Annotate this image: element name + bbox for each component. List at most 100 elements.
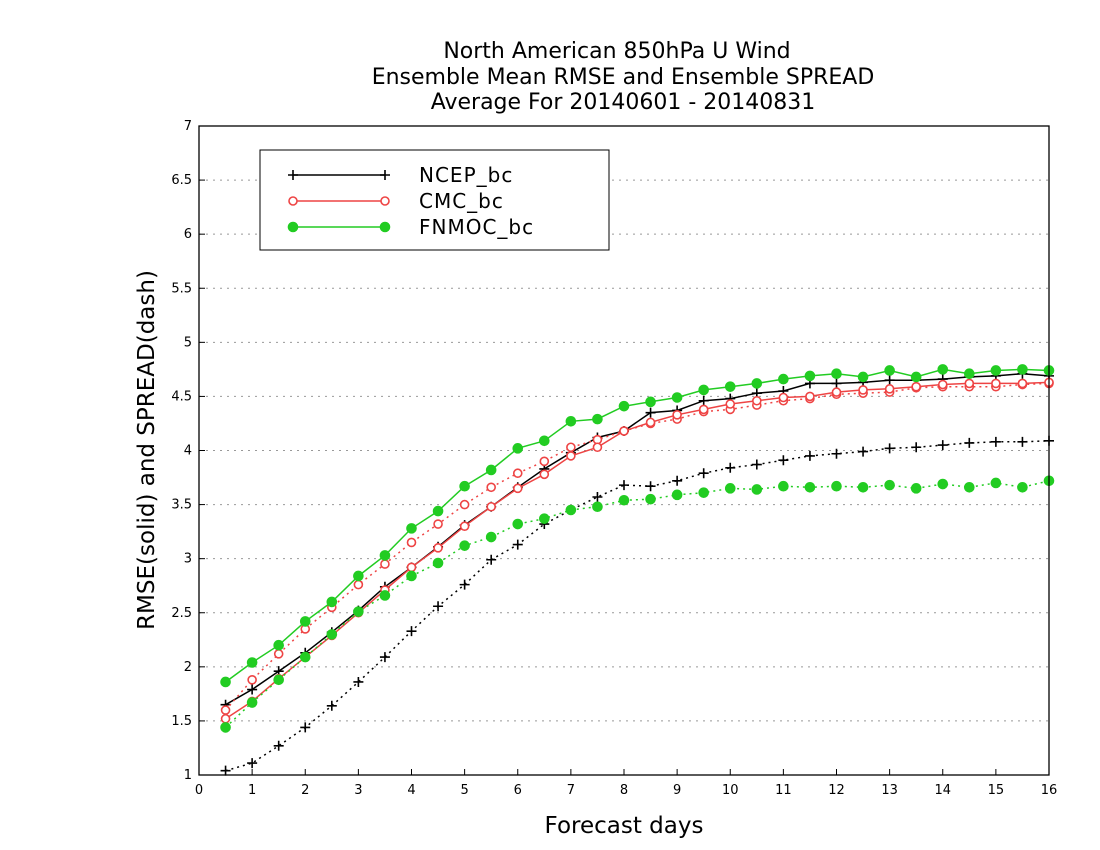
legend-marker bbox=[380, 170, 390, 180]
fnmoc-bc-spread-point bbox=[273, 674, 284, 686]
fnmoc-bc-rmse-point bbox=[884, 365, 895, 376]
ncep-bc-spread-point bbox=[964, 437, 975, 448]
fnmoc-bc-rmse-point bbox=[273, 639, 284, 651]
cmc-bc-rmse-point bbox=[566, 451, 576, 461]
y-tick-label: 5 bbox=[184, 335, 192, 350]
x-tick-label: 15 bbox=[988, 783, 1005, 798]
fnmoc-bc-rmse-point bbox=[804, 370, 816, 382]
cmc-bc-rmse-point bbox=[433, 543, 443, 553]
cmc-bc-spread-line bbox=[225, 382, 1050, 711]
ncep-bc-spread-point bbox=[273, 740, 284, 751]
ncep-bc-spread-point bbox=[619, 480, 629, 491]
ncep-bc-spread-point bbox=[433, 601, 444, 612]
cmc-bc-spread-point bbox=[353, 579, 364, 590]
cmc-bc-rmse-point bbox=[884, 384, 895, 394]
fnmoc-bc-spread-point bbox=[618, 494, 630, 506]
cmc-bc-rmse-point bbox=[220, 713, 231, 724]
cmc-bc-spread-point bbox=[433, 519, 443, 529]
y-tick-label: 7 bbox=[184, 119, 192, 134]
cmc-bc-rmse-point bbox=[831, 387, 842, 397]
cmc-bc-spread-point bbox=[273, 649, 284, 659]
fnmoc-bc-spread-point bbox=[645, 493, 656, 505]
cmc-bc-rmse-point bbox=[778, 392, 789, 403]
fnmoc-bc-rmse-point bbox=[990, 365, 1002, 376]
legend-marker bbox=[288, 196, 298, 206]
ncep-bc-spread-point bbox=[247, 758, 258, 769]
fnmoc-bc-spread-point bbox=[910, 483, 922, 494]
cmc-bc-spread-point bbox=[566, 442, 576, 453]
fnmoc-bc-spread-point bbox=[671, 489, 683, 501]
x-tick-label: 10 bbox=[722, 783, 739, 798]
fnmoc-bc-rmse-point bbox=[565, 415, 577, 427]
fnmoc-bc-rmse-point bbox=[724, 381, 736, 392]
x-tick-label: 12 bbox=[828, 783, 845, 798]
fnmoc-bc-spread-point bbox=[353, 606, 364, 617]
fnmoc-bc-rmse-point bbox=[406, 523, 417, 534]
fnmoc-bc-spread-point bbox=[990, 477, 1002, 489]
fnmoc-bc-rmse-point bbox=[937, 364, 949, 375]
cmc-bc-spread-point bbox=[380, 559, 390, 569]
fnmoc-bc-rmse-point bbox=[618, 400, 630, 412]
ncep-bc-rmse-point bbox=[247, 684, 258, 695]
fnmoc-bc-rmse-point bbox=[299, 616, 311, 627]
ncep-bc-rmse-series bbox=[220, 368, 1054, 710]
series-layer bbox=[220, 364, 1055, 776]
y-tick-label: 2.5 bbox=[171, 606, 192, 621]
cmc-bc-rmse-point bbox=[459, 521, 470, 532]
cmc-bc-rmse-point bbox=[725, 399, 736, 409]
legend-marker bbox=[287, 221, 299, 233]
y-tick-label: 1.5 bbox=[171, 714, 192, 729]
ncep-bc-spread-point bbox=[379, 652, 390, 663]
fnmoc-bc-spread-point bbox=[459, 540, 470, 551]
fnmoc-bc-spread-point bbox=[831, 480, 842, 492]
y-tick-label: 2 bbox=[184, 660, 192, 675]
fnmoc-bc-spread-point bbox=[406, 570, 417, 582]
x-tick-label: 13 bbox=[881, 783, 898, 798]
fnmoc-bc-spread-point bbox=[724, 483, 736, 494]
x-tick-label: 8 bbox=[620, 783, 628, 798]
cmc-bc-spread-series bbox=[220, 378, 1054, 715]
fnmoc-bc-spread-point bbox=[220, 722, 231, 733]
cmc-bc-spread-point bbox=[459, 499, 470, 510]
ncep-bc-spread-point bbox=[220, 765, 231, 776]
x-tick-label: 14 bbox=[934, 783, 951, 798]
fnmoc-bc-spread-point bbox=[804, 481, 816, 493]
cmc-bc-rmse-point bbox=[911, 381, 921, 392]
cmc-bc-rmse-point bbox=[592, 442, 603, 453]
ncep-bc-spread-point bbox=[911, 442, 922, 453]
fnmoc-bc-spread-point bbox=[937, 478, 949, 490]
ncep-bc-spread-line bbox=[225, 440, 1050, 772]
fnmoc-bc-spread-point bbox=[432, 557, 444, 569]
fnmoc-bc-spread-point bbox=[698, 487, 709, 498]
x-tick-label: 6 bbox=[514, 783, 522, 798]
fnmoc-bc-spread-point bbox=[1017, 481, 1028, 493]
ncep-bc-spread-point bbox=[645, 481, 656, 492]
y-tick-label: 4.5 bbox=[171, 389, 192, 404]
y-tick-label: 6.5 bbox=[171, 173, 192, 188]
ncep-bc-spread-point bbox=[486, 554, 497, 565]
ncep-bc-rmse-point bbox=[645, 407, 656, 418]
ncep-bc-spread-point bbox=[326, 700, 337, 711]
legend-box bbox=[259, 149, 610, 251]
ncep-bc-spread-point bbox=[512, 539, 523, 550]
fnmoc-bc-rmse-point bbox=[1017, 364, 1028, 375]
x-tick-label: 0 bbox=[195, 783, 203, 798]
cmc-bc-spread-point bbox=[220, 705, 231, 715]
y-axis-ticks: 1 1.5 2 2.5 3 3.5 4 4.5 5 5.5 6 6.5 7 bbox=[171, 119, 205, 783]
ncep-bc-spread-point bbox=[751, 459, 762, 470]
legend-label: FNMOC_bc bbox=[419, 215, 534, 239]
fnmoc-bc-spread-point bbox=[299, 651, 311, 663]
ncep-bc-spread-point bbox=[804, 450, 815, 461]
fnmoc-bc-rmse-point bbox=[220, 676, 231, 688]
fnmoc-bc-rmse-point bbox=[645, 396, 656, 408]
cmc-bc-spread-point bbox=[486, 482, 496, 493]
ncep-bc-spread-point bbox=[406, 626, 417, 637]
y-axis-label: RMSE(solid) and SPREAD(dash) bbox=[134, 270, 160, 630]
fnmoc-bc-rmse-point bbox=[459, 480, 470, 492]
ncep-bc-spread-point bbox=[884, 443, 895, 454]
legend-marker bbox=[379, 221, 391, 233]
legend-label: NCEP_bc bbox=[419, 163, 513, 187]
fnmoc-bc-spread-point bbox=[964, 481, 975, 493]
x-tick-label: 5 bbox=[460, 783, 468, 798]
